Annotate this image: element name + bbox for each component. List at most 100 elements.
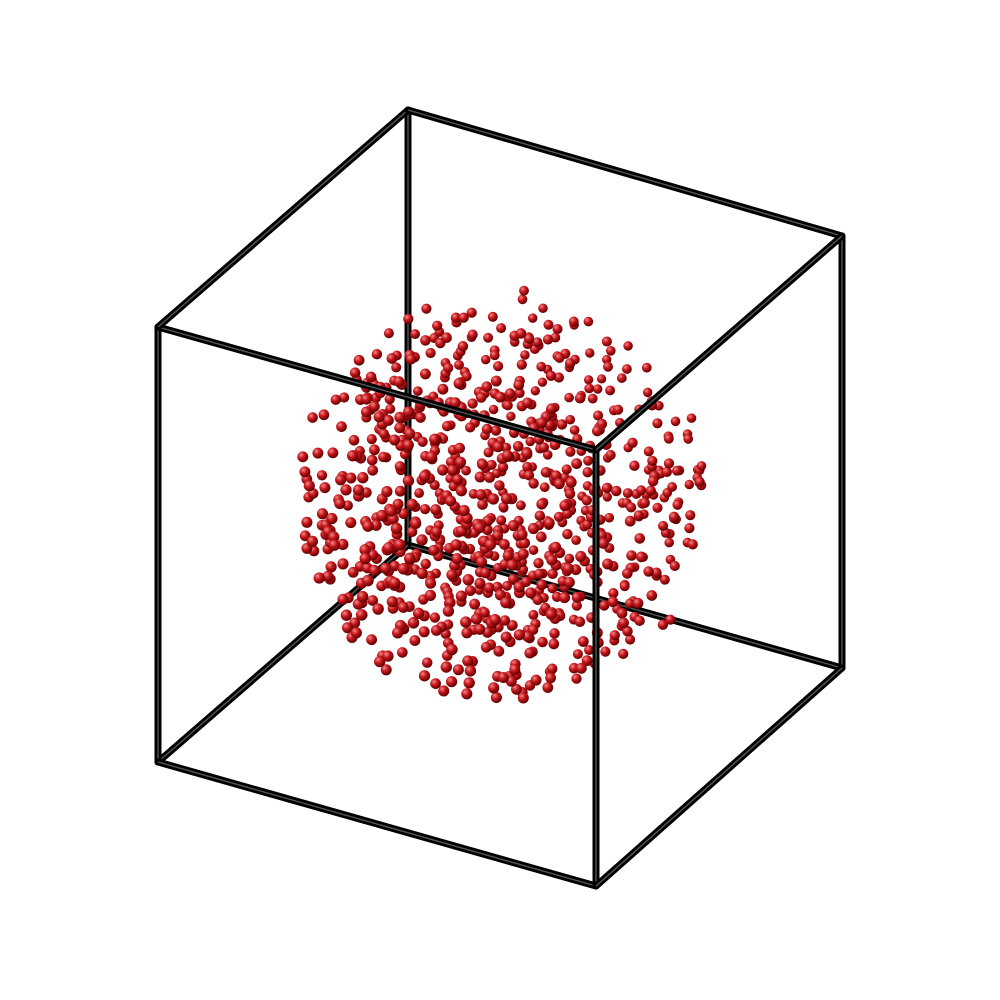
particle bbox=[522, 461, 533, 472]
particle bbox=[467, 329, 478, 340]
particle bbox=[514, 387, 525, 399]
particle bbox=[527, 313, 538, 323]
particle bbox=[445, 495, 457, 507]
particle bbox=[383, 328, 394, 339]
particle bbox=[652, 502, 663, 513]
particle bbox=[441, 332, 452, 344]
particle bbox=[585, 348, 595, 358]
particle bbox=[382, 542, 395, 554]
particle bbox=[629, 460, 640, 471]
particle bbox=[474, 623, 486, 635]
particle bbox=[499, 539, 510, 550]
particle bbox=[528, 609, 539, 620]
particle bbox=[611, 485, 622, 497]
particle bbox=[575, 550, 587, 562]
particle bbox=[687, 539, 698, 550]
particle bbox=[607, 596, 619, 608]
particle bbox=[494, 480, 505, 491]
particle bbox=[490, 375, 502, 387]
particle bbox=[356, 590, 369, 603]
particle bbox=[641, 362, 652, 373]
particle bbox=[355, 609, 368, 621]
particle bbox=[480, 641, 492, 653]
particle bbox=[627, 437, 638, 448]
particle bbox=[523, 333, 535, 344]
particle bbox=[319, 482, 331, 494]
particle bbox=[425, 347, 436, 359]
particle bbox=[483, 447, 494, 458]
particle bbox=[599, 600, 610, 611]
particle bbox=[547, 568, 558, 580]
particle bbox=[571, 600, 582, 611]
particle bbox=[417, 436, 428, 447]
particle bbox=[316, 470, 328, 481]
particle bbox=[545, 370, 557, 381]
particle bbox=[462, 574, 475, 586]
particle bbox=[404, 428, 416, 440]
particle bbox=[369, 444, 380, 456]
particle bbox=[306, 535, 319, 548]
particle bbox=[517, 548, 529, 560]
particle bbox=[371, 348, 383, 360]
particle bbox=[499, 615, 511, 626]
particle bbox=[565, 476, 577, 488]
particle bbox=[639, 497, 650, 509]
particle bbox=[571, 592, 583, 603]
particle bbox=[493, 645, 505, 657]
particle bbox=[420, 558, 431, 570]
particle bbox=[519, 285, 529, 296]
particle bbox=[419, 503, 431, 515]
particle bbox=[416, 534, 428, 546]
particle bbox=[404, 552, 416, 564]
particle bbox=[569, 425, 580, 435]
particle bbox=[431, 526, 442, 538]
particle bbox=[393, 376, 405, 388]
particle bbox=[469, 598, 481, 610]
particle bbox=[410, 329, 421, 340]
particle bbox=[455, 485, 467, 497]
particle bbox=[601, 336, 612, 347]
particle bbox=[362, 574, 374, 587]
particle bbox=[357, 472, 369, 484]
particle bbox=[328, 531, 340, 543]
particle bbox=[545, 608, 557, 620]
box-edge-front-highlight bbox=[157, 109, 409, 328]
particle bbox=[382, 650, 394, 662]
particle bbox=[571, 673, 582, 684]
particle bbox=[633, 510, 644, 521]
particle bbox=[460, 616, 472, 628]
particle bbox=[533, 557, 544, 569]
particle bbox=[303, 480, 315, 492]
particle bbox=[424, 589, 437, 602]
particle bbox=[474, 577, 486, 589]
particle bbox=[542, 449, 553, 460]
particle bbox=[442, 605, 455, 617]
particle bbox=[419, 368, 431, 380]
particle bbox=[523, 470, 535, 481]
particle bbox=[537, 377, 548, 387]
particle bbox=[661, 466, 672, 477]
particle bbox=[667, 482, 677, 492]
particle bbox=[626, 502, 637, 513]
particle bbox=[359, 544, 371, 556]
particle bbox=[582, 467, 593, 478]
particle bbox=[524, 647, 536, 659]
particle bbox=[564, 392, 574, 403]
particle bbox=[488, 404, 499, 415]
particle bbox=[563, 576, 575, 588]
particle bbox=[536, 498, 548, 510]
particle bbox=[502, 550, 514, 562]
particle bbox=[410, 517, 422, 530]
particle bbox=[447, 464, 458, 476]
particle bbox=[513, 379, 525, 391]
particle bbox=[489, 613, 501, 626]
particle bbox=[402, 439, 414, 451]
particle bbox=[392, 498, 404, 510]
particle bbox=[414, 488, 425, 499]
particle bbox=[625, 634, 636, 645]
particle bbox=[322, 570, 334, 583]
particle bbox=[530, 674, 542, 686]
particle bbox=[382, 414, 394, 426]
particle bbox=[396, 647, 408, 658]
particle bbox=[325, 561, 337, 573]
